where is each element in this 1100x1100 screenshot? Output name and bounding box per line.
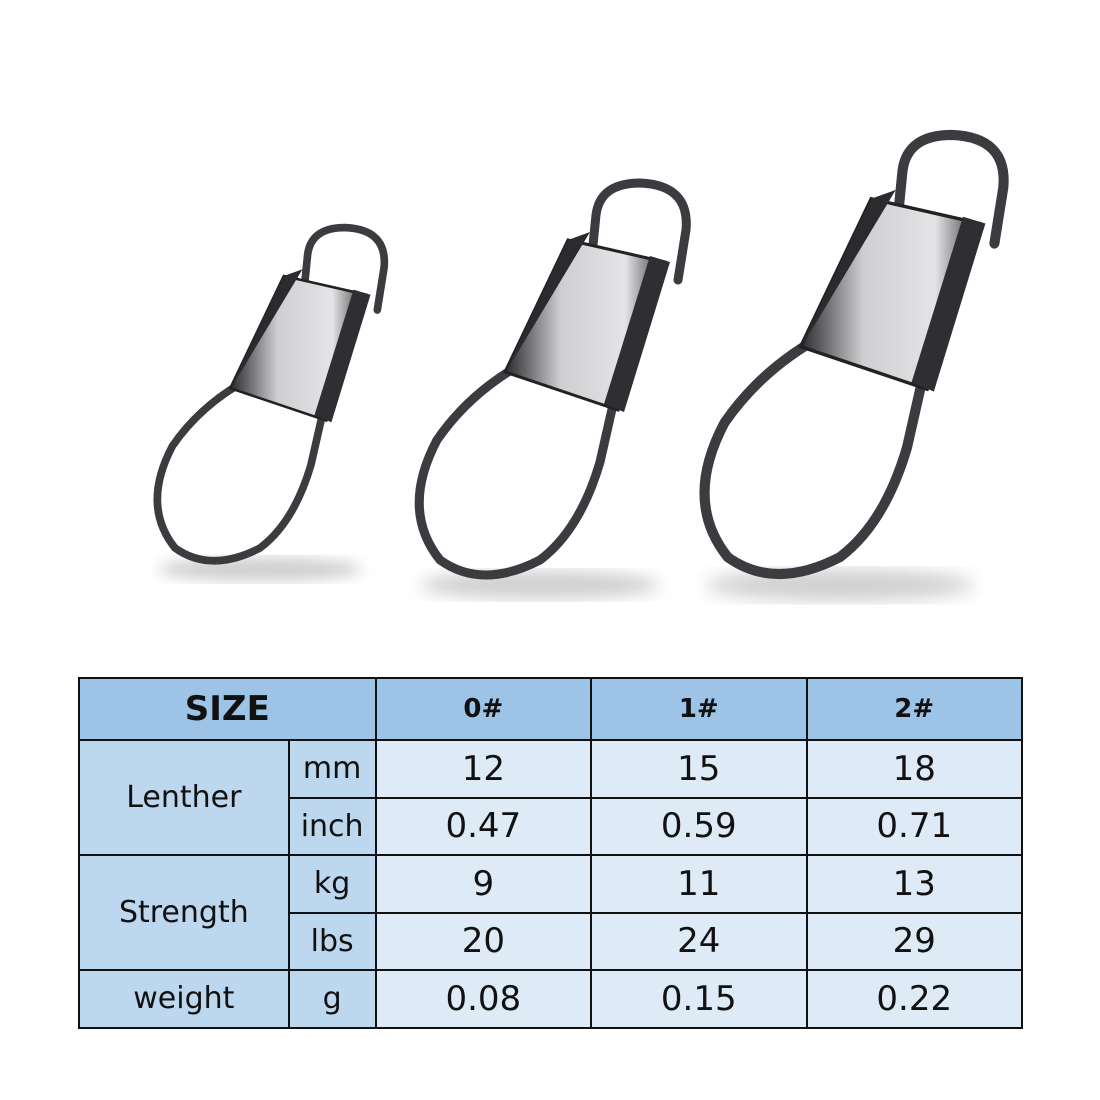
table-cell: 0.59	[590, 796, 808, 856]
snap-size-2-image	[705, 135, 1004, 601]
table-cell: 18	[805, 739, 1023, 799]
weight-label: weight	[78, 969, 290, 1029]
table-cell: 0.22	[805, 969, 1023, 1029]
unit-label: lbs	[287, 911, 377, 971]
length-label: Lenther	[78, 739, 290, 856]
size-header: SIZE	[78, 677, 377, 741]
table-cell: 24	[590, 911, 808, 971]
product-photo	[0, 0, 1100, 660]
table-row: Lenther mm 12 15 18	[78, 739, 1023, 856]
size-2-header: 2#	[805, 677, 1023, 741]
unit-label: mm	[287, 739, 377, 799]
table-row: Strength kg 9 11 13	[78, 854, 1023, 971]
table-cell: 12	[374, 739, 593, 799]
table-cell: 0.15	[590, 969, 808, 1029]
snap-size-1-image	[419, 183, 686, 599]
table-cell: 9	[374, 854, 593, 914]
table-cell: 13	[805, 854, 1023, 914]
strength-label: Strength	[78, 854, 290, 971]
table-cell: 0.71	[805, 796, 1023, 856]
unit-label: kg	[287, 854, 377, 914]
snap-size-0-image	[157, 228, 384, 582]
unit-label: inch	[287, 796, 377, 856]
table-cell: 0.08	[374, 969, 593, 1029]
table-cell: 11	[590, 854, 808, 914]
table-row: weight g 0.08 0.15 0.22	[78, 969, 1023, 1029]
size-1-header: 1#	[590, 677, 808, 741]
size-spec-table: SIZE 0# 1# 2# Lenther mm 12 15 18 inch 0…	[78, 677, 1023, 1029]
size-0-header: 0#	[374, 677, 593, 741]
table-cell: 20	[374, 911, 593, 971]
unit-label: g	[287, 969, 377, 1029]
table-row: lbs 20 24 29	[79, 911, 1023, 971]
table-cell: 0.47	[374, 796, 593, 856]
table-row: inch 0.47 0.59 0.71	[79, 796, 1023, 856]
table-cell: 29	[805, 911, 1023, 971]
header-row: SIZE 0# 1# 2#	[78, 677, 1023, 741]
table-cell: 15	[590, 739, 808, 799]
